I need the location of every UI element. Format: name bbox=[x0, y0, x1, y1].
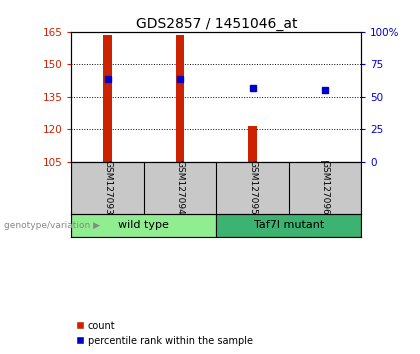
Bar bbox=[103, 35, 112, 162]
Text: Taf7l mutant: Taf7l mutant bbox=[254, 221, 324, 230]
Text: genotype/variation ▶: genotype/variation ▶ bbox=[4, 221, 100, 230]
Text: GSM127096: GSM127096 bbox=[320, 160, 329, 215]
Bar bbox=[320, 161, 329, 162]
Legend: count, percentile rank within the sample: count, percentile rank within the sample bbox=[76, 321, 253, 346]
Text: wild type: wild type bbox=[118, 221, 169, 230]
Bar bbox=[176, 35, 184, 162]
Bar bbox=[216, 213, 361, 237]
Bar bbox=[248, 126, 257, 162]
Text: GSM127093: GSM127093 bbox=[103, 160, 112, 215]
Text: GSM127094: GSM127094 bbox=[176, 160, 184, 215]
Text: GSM127095: GSM127095 bbox=[248, 160, 257, 215]
Title: GDS2857 / 1451046_at: GDS2857 / 1451046_at bbox=[136, 17, 297, 31]
Bar bbox=[71, 213, 216, 237]
